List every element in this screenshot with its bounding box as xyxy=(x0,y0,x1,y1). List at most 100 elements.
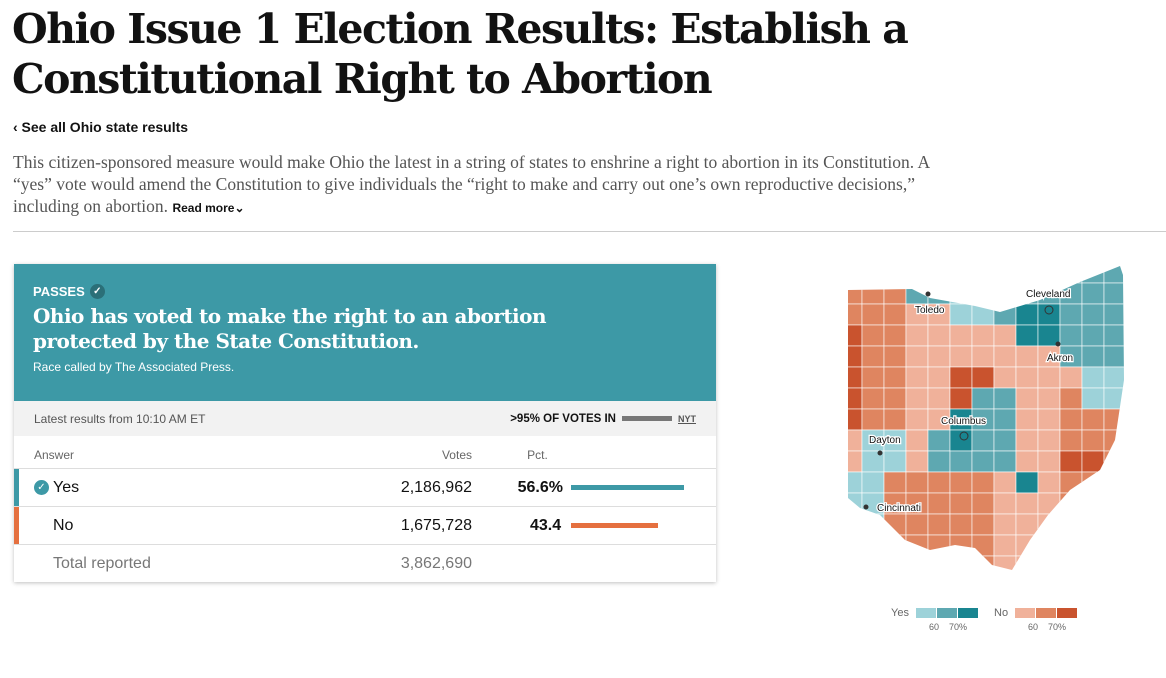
county[interactable] xyxy=(993,450,1017,473)
county[interactable] xyxy=(1081,303,1105,326)
county[interactable] xyxy=(1015,534,1039,557)
county[interactable] xyxy=(883,303,907,326)
county[interactable] xyxy=(905,262,929,284)
county[interactable] xyxy=(927,471,951,494)
county[interactable] xyxy=(861,282,885,305)
source-link[interactable]: NYT xyxy=(678,413,696,424)
county[interactable] xyxy=(1037,262,1061,284)
county[interactable] xyxy=(1103,366,1126,389)
county[interactable] xyxy=(971,387,995,410)
county[interactable] xyxy=(861,303,885,326)
county[interactable] xyxy=(949,282,973,305)
county[interactable] xyxy=(1081,282,1105,305)
county[interactable] xyxy=(905,429,929,452)
county[interactable] xyxy=(1059,303,1083,326)
county[interactable] xyxy=(905,366,929,389)
county[interactable] xyxy=(1103,555,1126,577)
county[interactable] xyxy=(1015,450,1039,473)
county[interactable] xyxy=(1103,429,1126,452)
county[interactable] xyxy=(927,429,951,452)
county[interactable] xyxy=(1081,366,1105,389)
county[interactable] xyxy=(1081,324,1105,347)
county[interactable] xyxy=(905,450,929,473)
county[interactable] xyxy=(1081,492,1105,515)
county[interactable] xyxy=(971,450,995,473)
county[interactable] xyxy=(993,513,1017,536)
county[interactable] xyxy=(927,450,951,473)
county[interactable] xyxy=(927,262,951,284)
county[interactable] xyxy=(949,513,973,536)
county[interactable] xyxy=(1037,366,1061,389)
county[interactable] xyxy=(993,324,1017,347)
county[interactable] xyxy=(905,513,929,536)
county[interactable] xyxy=(949,471,973,494)
county[interactable] xyxy=(971,282,995,305)
county[interactable] xyxy=(1081,534,1105,557)
county[interactable] xyxy=(861,471,885,494)
county[interactable] xyxy=(1081,408,1105,431)
county[interactable] xyxy=(1015,471,1039,494)
county[interactable] xyxy=(1126,304,1140,325)
county[interactable] xyxy=(1103,387,1126,410)
county[interactable] xyxy=(861,345,885,368)
county[interactable] xyxy=(861,408,885,431)
county[interactable] xyxy=(1037,492,1061,515)
county[interactable] xyxy=(1103,303,1126,326)
county[interactable] xyxy=(1103,262,1126,284)
county[interactable] xyxy=(1126,388,1140,409)
county[interactable] xyxy=(993,555,1017,577)
back-to-state-results-link[interactable]: ‹ See all Ohio state results xyxy=(13,119,189,135)
county[interactable] xyxy=(971,262,995,284)
county[interactable] xyxy=(840,492,863,515)
county[interactable] xyxy=(861,387,885,410)
county[interactable] xyxy=(1103,513,1126,536)
county[interactable] xyxy=(861,534,885,557)
county[interactable] xyxy=(1015,492,1039,515)
county[interactable] xyxy=(840,262,863,284)
county[interactable] xyxy=(883,262,907,284)
county[interactable] xyxy=(993,534,1017,557)
county[interactable] xyxy=(1126,514,1140,535)
county[interactable] xyxy=(905,408,929,431)
county[interactable] xyxy=(861,262,885,284)
county[interactable] xyxy=(883,345,907,368)
county[interactable] xyxy=(905,387,929,410)
county[interactable] xyxy=(840,555,863,577)
county[interactable] xyxy=(883,555,907,577)
county[interactable] xyxy=(840,513,863,536)
county[interactable] xyxy=(1103,450,1126,473)
county[interactable] xyxy=(1015,387,1039,410)
county[interactable] xyxy=(927,324,951,347)
county[interactable] xyxy=(883,471,907,494)
county[interactable] xyxy=(993,345,1017,368)
county[interactable] xyxy=(949,555,973,577)
county[interactable] xyxy=(993,303,1017,326)
county[interactable] xyxy=(840,387,863,410)
county[interactable] xyxy=(971,513,995,536)
county[interactable] xyxy=(1126,409,1140,430)
county[interactable] xyxy=(949,262,973,284)
county[interactable] xyxy=(883,534,907,557)
county[interactable] xyxy=(883,513,907,536)
county[interactable] xyxy=(1015,366,1039,389)
county[interactable] xyxy=(1081,387,1105,410)
county[interactable] xyxy=(1126,493,1140,514)
county[interactable] xyxy=(840,345,863,368)
county[interactable] xyxy=(993,282,1017,305)
county[interactable] xyxy=(1081,513,1105,536)
county[interactable] xyxy=(883,282,907,305)
county[interactable] xyxy=(1015,345,1039,368)
county[interactable] xyxy=(1037,450,1061,473)
county[interactable] xyxy=(1126,283,1140,304)
county[interactable] xyxy=(1059,555,1083,577)
county[interactable] xyxy=(1126,451,1140,472)
county[interactable] xyxy=(971,471,995,494)
county-map[interactable]: Toledo Cleveland Akron Columbus Dayton Cincin… xyxy=(830,255,1140,585)
county[interactable] xyxy=(905,555,929,577)
county[interactable] xyxy=(1059,429,1083,452)
county[interactable] xyxy=(1059,492,1083,515)
county[interactable] xyxy=(861,555,885,577)
county[interactable] xyxy=(993,366,1017,389)
county[interactable] xyxy=(993,429,1017,452)
county[interactable] xyxy=(927,366,951,389)
